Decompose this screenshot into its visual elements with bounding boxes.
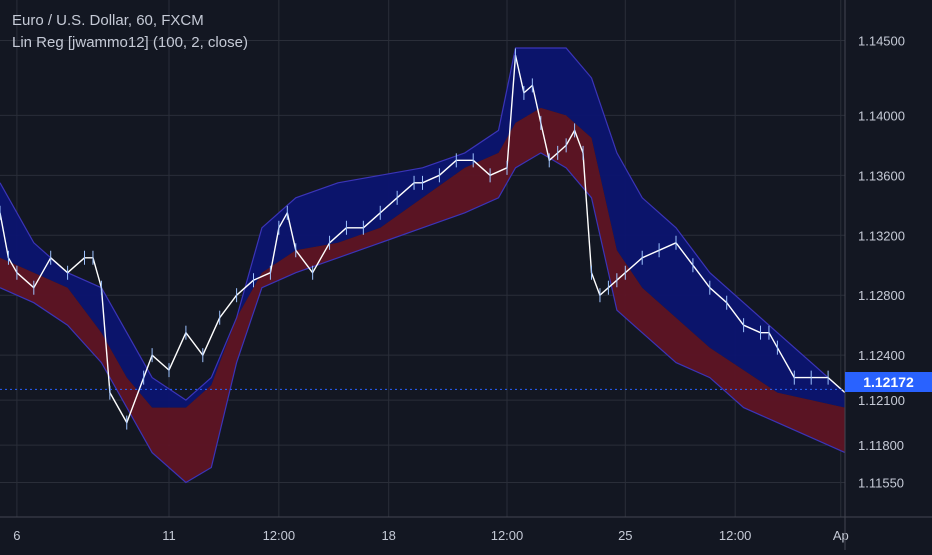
symbol-title: Euro / U.S. Dollar, 60, FXCM <box>12 12 204 29</box>
y-tick-label: 1.12100 <box>858 393 905 408</box>
last-price-badge: 1.12172 <box>845 372 932 392</box>
x-tick-label: 11 <box>162 528 176 543</box>
grid <box>0 0 845 517</box>
x-tick-label: 12:00 <box>263 528 296 543</box>
y-tick-label: 1.14500 <box>858 33 905 48</box>
y-tick-label: 1.11800 <box>858 438 904 453</box>
x-tick-label: 18 <box>381 528 395 543</box>
x-tick-label: 12:00 <box>491 528 524 543</box>
y-tick-label: 1.13200 <box>858 228 905 243</box>
upper-band-edge <box>0 47 846 401</box>
x-tick-label: 25 <box>618 528 632 543</box>
price-line <box>0 54 846 424</box>
indicator-label: Lin Reg [jwammo12] (100, 2, close) <box>12 34 248 51</box>
y-tick-label: 1.11550 <box>858 476 904 491</box>
x-tick-label: 12:00 <box>719 528 752 543</box>
lower-band-edge <box>0 152 846 484</box>
x-tick-label: Ap <box>833 528 849 543</box>
y-tick-label: 1.12400 <box>858 348 905 363</box>
y-tick-label: 1.14000 <box>858 108 905 123</box>
x-tick-label: 6 <box>13 528 20 543</box>
y-tick-label: 1.12800 <box>858 288 905 303</box>
y-tick-label: 1.13600 <box>858 168 905 183</box>
